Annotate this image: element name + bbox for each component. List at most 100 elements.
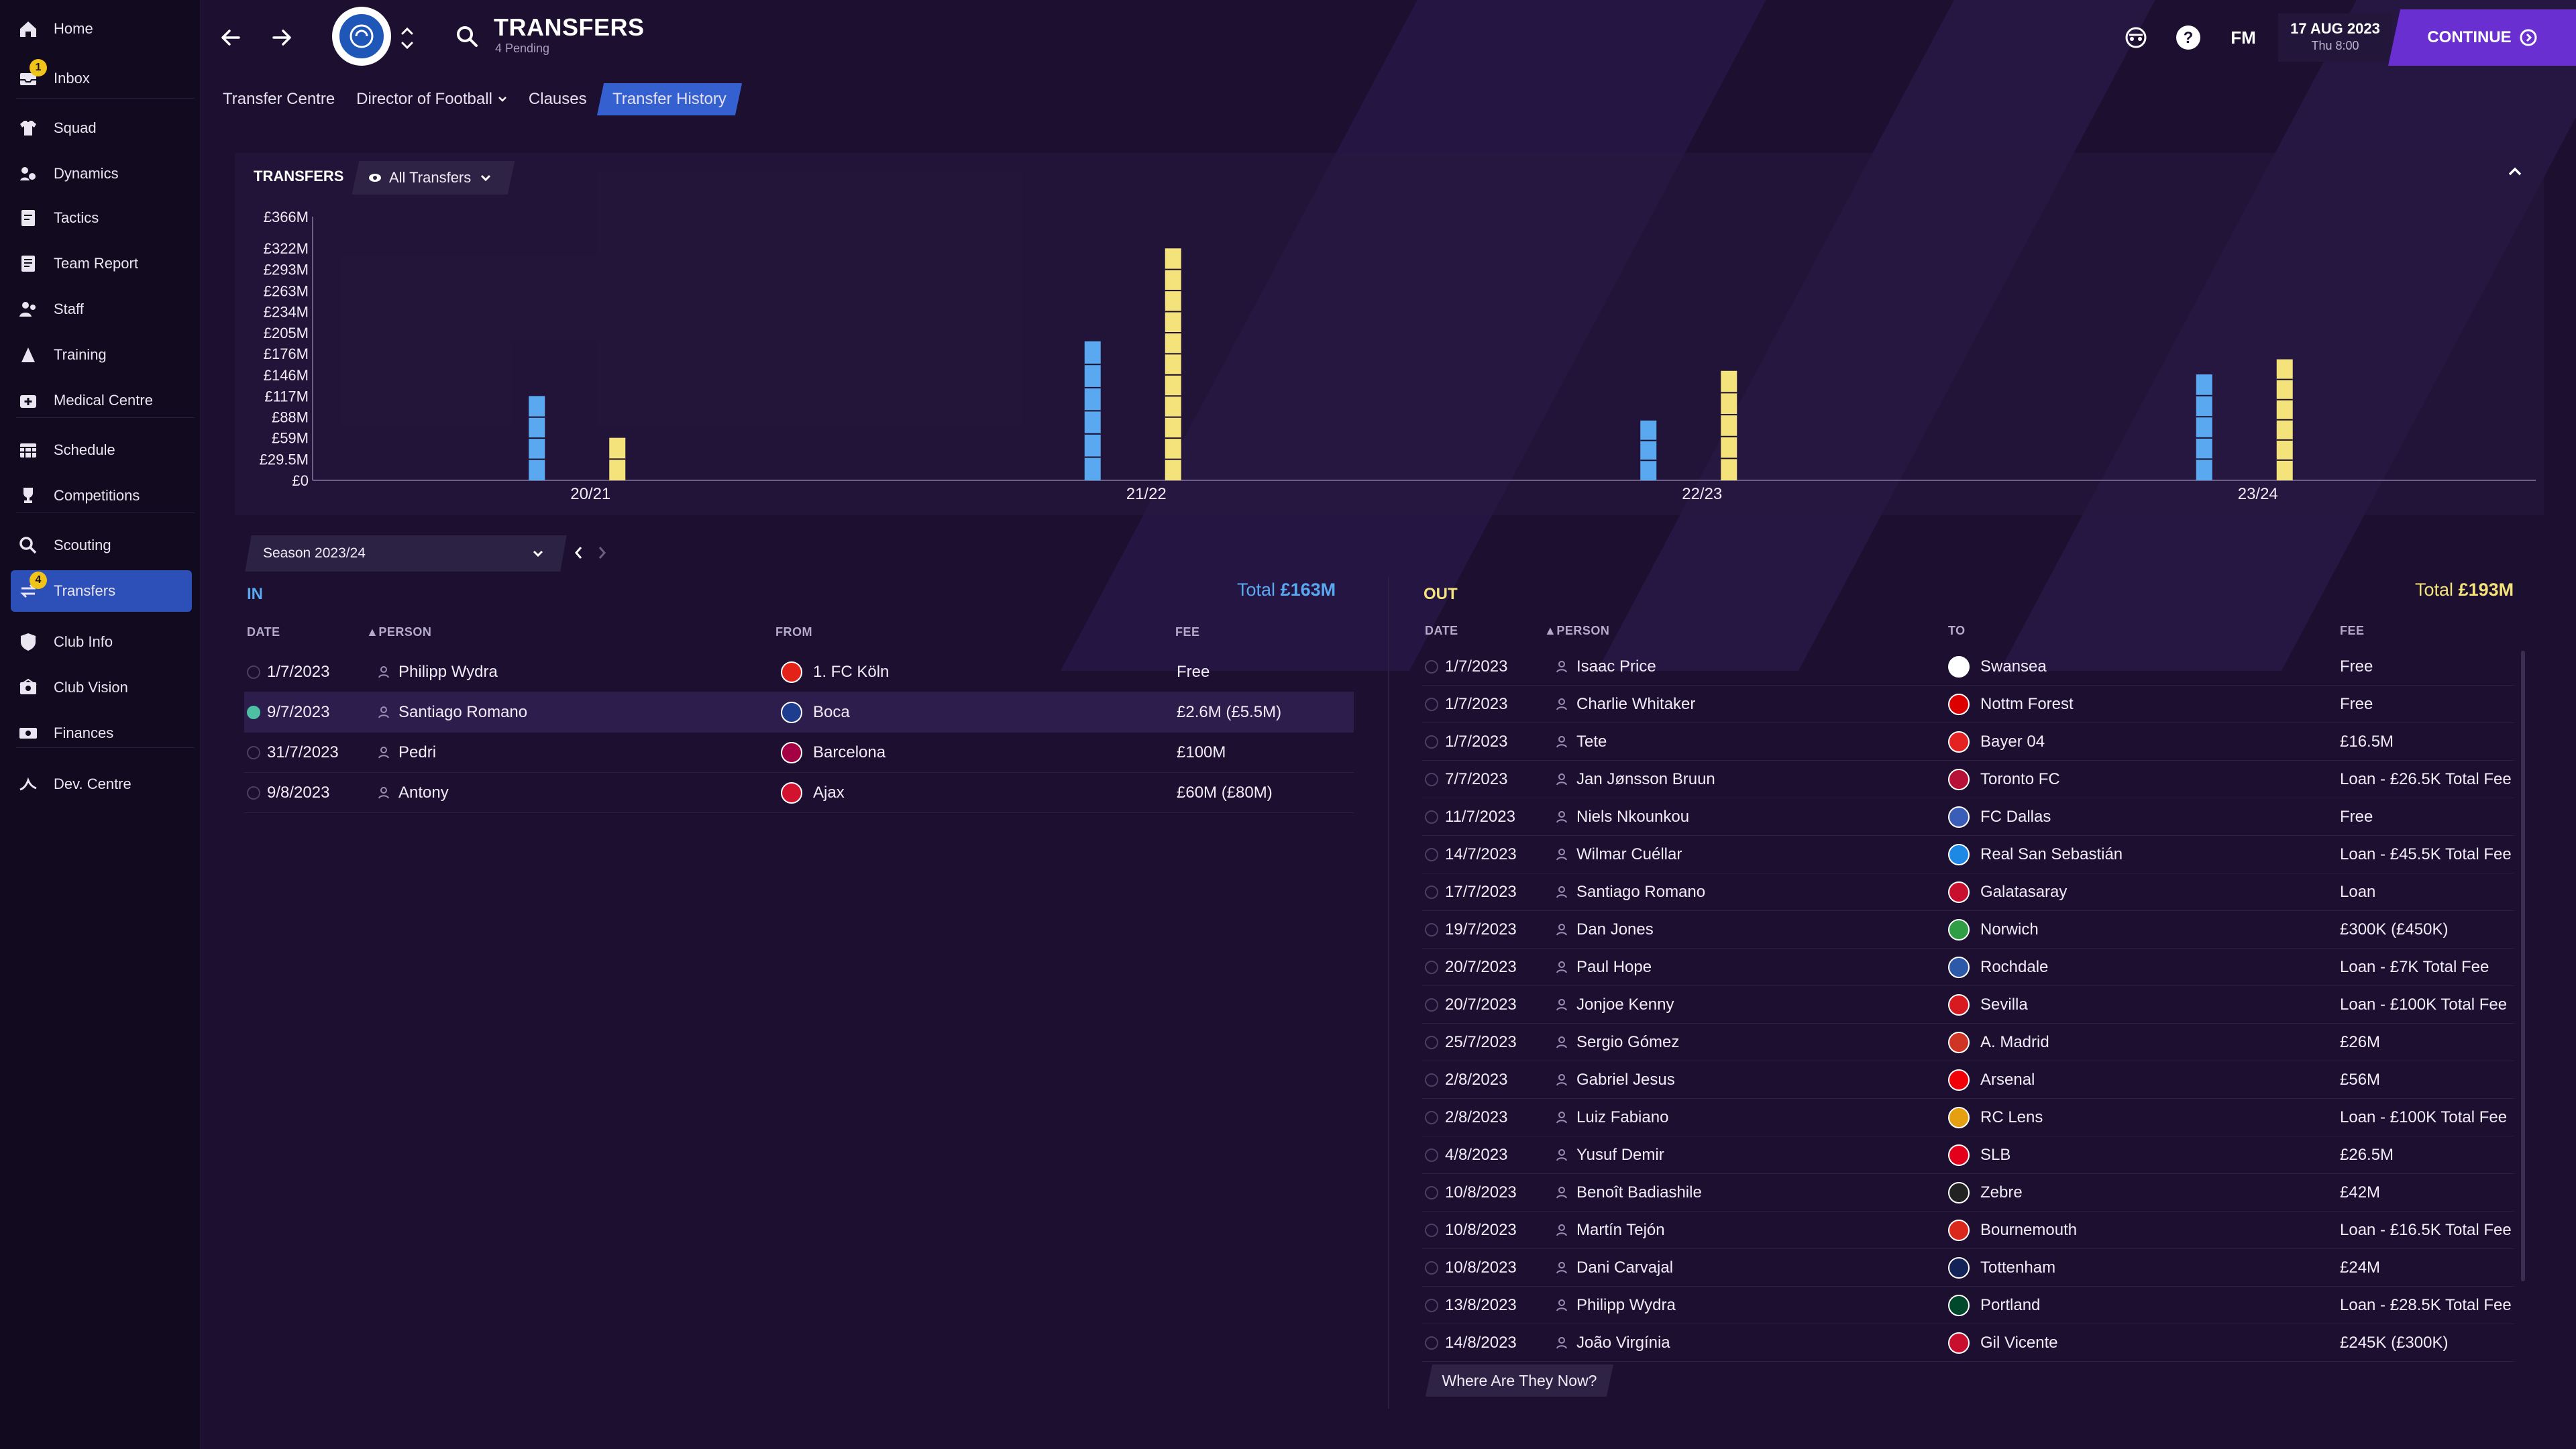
club-link[interactable]: Arsenal — [1948, 1061, 2035, 1099]
out-col-to[interactable]: TO — [1948, 624, 1966, 637]
bar-in-23-24[interactable] — [2196, 374, 2212, 480]
sidebar-item-scouting[interactable]: Scouting — [11, 525, 192, 566]
search-button[interactable] — [453, 23, 480, 53]
in-col-from[interactable]: FROM — [775, 625, 812, 639]
sidebar-item-club-vision[interactable]: Club Vision — [11, 667, 192, 708]
row-select-radio[interactable] — [247, 692, 260, 733]
row-select-radio[interactable] — [1425, 949, 1438, 986]
person-link[interactable]: Santiago Romano — [1556, 873, 1705, 911]
club-link[interactable]: Tottenham — [1948, 1249, 2055, 1287]
in-col-date[interactable]: DATE — [247, 625, 280, 639]
table-row[interactable]: 4/8/2023 Yusuf Demir SLB £26.5M — [1422, 1136, 2514, 1174]
row-select-radio[interactable] — [1425, 723, 1438, 761]
table-row[interactable]: 1/7/2023 Philipp Wydra 1. FC Köln Free — [244, 652, 1354, 692]
sidebar-item-club-info[interactable]: Club Info — [11, 621, 192, 663]
out-col-date[interactable]: DATE — [1425, 624, 1458, 637]
previous-season-button[interactable] — [569, 538, 589, 568]
row-select-radio[interactable] — [1425, 1249, 1438, 1287]
table-row[interactable]: 20/7/2023 Paul Hope Rochdale Loan - £7K Tot… — [1422, 949, 2514, 986]
club-link[interactable]: Ajax — [781, 773, 845, 813]
person-link[interactable]: Gabriel Jesus — [1556, 1061, 1675, 1099]
row-select-radio[interactable] — [1425, 1324, 1438, 1362]
table-row[interactable]: 17/7/2023 Santiago Romano Galatasaray Loan — [1422, 873, 2514, 911]
club-link[interactable]: Zebre — [1948, 1174, 2023, 1212]
club-link[interactable]: Sevilla — [1948, 986, 2028, 1024]
person-link[interactable]: Dan Jones — [1556, 911, 1654, 949]
sidebar-item-staff[interactable]: Staff — [11, 288, 192, 330]
date-display[interactable]: 17 AUG 2023 Thu 8:00 — [2278, 13, 2392, 62]
table-row[interactable]: 13/8/2023 Philipp Wydra Portland Loan - £28… — [1422, 1287, 2514, 1324]
person-link[interactable]: Jonjoe Kenny — [1556, 986, 1674, 1024]
row-select-radio[interactable] — [1425, 761, 1438, 798]
help-button[interactable]: ? — [2174, 23, 2203, 52]
row-select-radio[interactable] — [1425, 1024, 1438, 1061]
club-link[interactable]: Galatasaray — [1948, 873, 2067, 911]
tab-transfer-history[interactable]: Transfer History — [596, 83, 742, 115]
club-link[interactable]: Boca — [781, 692, 850, 733]
table-row[interactable]: 14/8/2023 João Virgínia Gil Vicente £245K (… — [1422, 1324, 2514, 1362]
person-link[interactable]: Paul Hope — [1556, 949, 1652, 986]
person-link[interactable]: Isaac Price — [1556, 648, 1656, 686]
person-link[interactable]: Tete — [1556, 723, 1607, 761]
sidebar-item-squad[interactable]: Squad — [11, 107, 192, 149]
table-row[interactable]: 20/7/2023 Jonjoe Kenny Sevilla Loan - £100K… — [1422, 986, 2514, 1024]
person-link[interactable]: Martín Tejón — [1556, 1212, 1665, 1249]
out-col-person[interactable]: ▲PERSON — [1544, 624, 1610, 637]
club-badge-button[interactable] — [332, 7, 391, 66]
sidebar-item-inbox[interactable]: Inbox 1 — [11, 58, 192, 99]
person-link[interactable]: João Virgínia — [1556, 1324, 1670, 1362]
person-link[interactable]: Pedri — [378, 733, 436, 773]
collapse-panel-button[interactable] — [2506, 165, 2524, 182]
table-row[interactable]: 10/8/2023 Martín Tejón Bournemouth Loan - £… — [1422, 1212, 2514, 1249]
season-dropdown[interactable]: Season 2023/24 — [245, 535, 567, 572]
person-link[interactable]: Santiago Romano — [378, 692, 527, 733]
table-row[interactable]: 2/8/2023 Gabriel Jesus Arsenal £56M — [1422, 1061, 2514, 1099]
club-link[interactable]: Nottm Forest — [1948, 686, 2074, 723]
club-link[interactable]: Toronto FC — [1948, 761, 2060, 798]
fm-menu-button[interactable]: FM — [2231, 27, 2256, 48]
club-link[interactable]: SLB — [1948, 1136, 2010, 1174]
row-select-radio[interactable] — [1425, 648, 1438, 686]
table-row[interactable]: 9/8/2023 Antony Ajax £60M (£80M) — [244, 773, 1354, 813]
club-link[interactable]: Barcelona — [781, 733, 885, 773]
next-season-button[interactable] — [592, 538, 612, 568]
row-select-radio[interactable] — [1425, 873, 1438, 911]
person-link[interactable]: Benoît Badiashile — [1556, 1174, 1702, 1212]
club-link[interactable]: Rochdale — [1948, 949, 2048, 986]
table-row[interactable]: 1/7/2023 Charlie Whitaker Nottm Forest Free — [1422, 686, 2514, 723]
table-row[interactable]: 11/7/2023 Niels Nkounkou FC Dallas Free — [1422, 798, 2514, 836]
person-link[interactable]: Wilmar Cuéllar — [1556, 836, 1682, 873]
sidebar-item-competitions[interactable]: Competitions — [11, 475, 192, 517]
table-row[interactable]: 9/7/2023 Santiago Romano Boca £2.6M (£5.5M) — [244, 692, 1354, 733]
person-link[interactable]: Sergio Gómez — [1556, 1024, 1679, 1061]
row-select-radio[interactable] — [1425, 1061, 1438, 1099]
table-row[interactable]: 25/7/2023 Sergio Gómez A. Madrid £26M — [1422, 1024, 2514, 1061]
out-col-fee[interactable]: FEE — [2340, 624, 2365, 637]
sidebar-item-tactics[interactable]: Tactics — [11, 197, 192, 239]
row-select-radio[interactable] — [1425, 836, 1438, 873]
person-link[interactable]: Charlie Whitaker — [1556, 686, 1695, 723]
transfer-filter-dropdown[interactable]: All Transfers — [352, 161, 515, 195]
row-select-radio[interactable] — [1425, 1099, 1438, 1136]
club-link[interactable]: Bayer 04 — [1948, 723, 2045, 761]
club-link[interactable]: Norwich — [1948, 911, 2039, 949]
row-select-radio[interactable] — [247, 733, 260, 773]
person-link[interactable]: Niels Nkounkou — [1556, 798, 1689, 836]
forward-button[interactable] — [264, 20, 299, 55]
table-row[interactable]: 1/7/2023 Isaac Price Swansea Free — [1422, 648, 2514, 686]
row-select-radio[interactable] — [1425, 986, 1438, 1024]
table-row[interactable]: 1/7/2023 Tete Bayer 04 £16.5M — [1422, 723, 2514, 761]
table-row[interactable]: 2/8/2023 Luiz Fabiano RC Lens Loan - £100K … — [1422, 1099, 2514, 1136]
sidebar-item-training[interactable]: Training — [11, 334, 192, 376]
person-link[interactable]: Philipp Wydra — [378, 652, 498, 692]
person-link[interactable]: Dani Carvajal — [1556, 1249, 1673, 1287]
sidebar-item-team-report[interactable]: Team Report — [11, 243, 192, 284]
sidebar-item-medical-centre[interactable]: Medical Centre — [11, 380, 192, 421]
person-link[interactable]: Jan Jønsson Bruun — [1556, 761, 1715, 798]
row-select-radio[interactable] — [1425, 1136, 1438, 1174]
continue-button[interactable]: CONTINUE — [2388, 9, 2576, 66]
sidebar-item-home[interactable]: Home — [11, 8, 192, 50]
sidebar-item-dev-centre[interactable]: Dev. Centre — [11, 763, 192, 805]
club-link[interactable]: 1. FC Köln — [781, 652, 889, 692]
where-are-they-now-button[interactable]: Where Are They Now? — [1425, 1364, 1614, 1397]
